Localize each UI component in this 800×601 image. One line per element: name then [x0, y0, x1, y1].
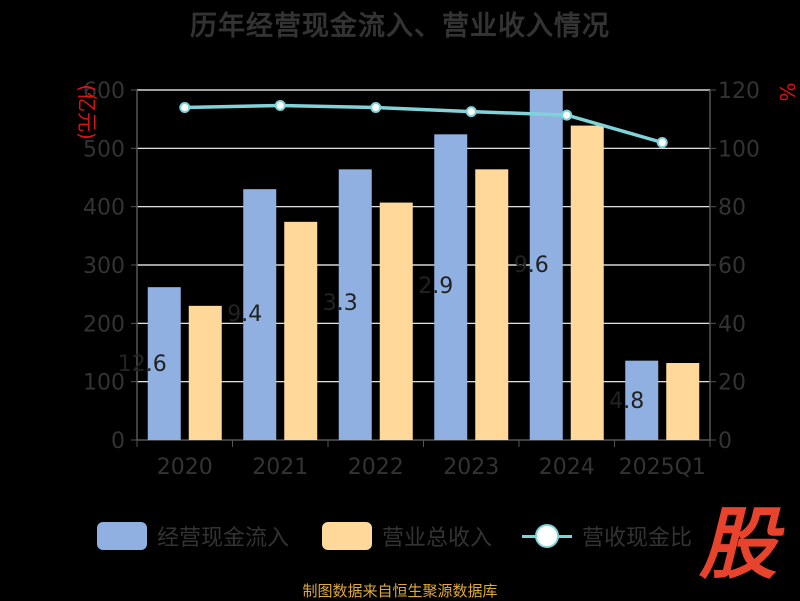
line-point-ratio [370, 102, 382, 113]
footer-source: 制图数据来自恒生聚源数据库 [302, 582, 498, 600]
data-label: 9.6 [514, 253, 549, 278]
bar-revenue [570, 125, 604, 440]
legend-label-cash-inflow: 经营现金流入 [157, 526, 290, 551]
y-right-tick-label: 80 [718, 196, 746, 221]
y-right-tick-label: 20 [718, 371, 746, 396]
line-point-ratio [656, 137, 668, 148]
bar-cash-inflow [338, 169, 372, 441]
legend-item-revenue[interactable]: 营业总收入 [322, 516, 492, 556]
y-left-tick-label: 400 [83, 196, 125, 221]
legend-label-ratio: 营收现金比 [582, 526, 693, 551]
y-left-tick-label: 500 [83, 137, 125, 162]
y-left-tick-label: 200 [83, 312, 125, 337]
line-point-ratio [179, 102, 191, 113]
data-label: 4.8 [609, 389, 644, 414]
x-tick-label: 2023 [443, 455, 499, 480]
legend-swatch-ratio [522, 522, 572, 550]
line-point-ratio [465, 106, 477, 118]
bar-cash-inflow [243, 189, 277, 440]
y-right-tick-label: 120 [718, 79, 760, 104]
legend-swatch-cash-inflow [97, 522, 147, 550]
y-right-tick-label: 100 [718, 137, 760, 162]
x-tick-label: 2020 [157, 455, 213, 480]
data-label: 3.3 [323, 291, 358, 316]
y-left-axis-title: (亿元) [75, 84, 99, 140]
x-tick-label: 2022 [348, 455, 404, 480]
y-left-tick-label: 0 [111, 429, 125, 454]
y-left-tick-label: 300 [83, 254, 125, 279]
brand-logo: 股 [698, 500, 777, 590]
line-point-ratio [561, 109, 573, 121]
x-tick-label: 2024 [539, 455, 595, 480]
data-label: 9.4 [227, 302, 262, 327]
line-ratio [184, 103, 663, 145]
bar-revenue [666, 363, 700, 440]
legend-swatch-revenue [322, 522, 372, 550]
bar-cash-inflow [529, 90, 563, 440]
bar-revenue [188, 305, 222, 440]
line-point-ratio [274, 99, 286, 111]
y-left-tick-label: 100 [83, 371, 125, 396]
x-tick-label: 2025Q1 [619, 455, 706, 480]
y-right-tick-label: 60 [718, 254, 746, 279]
legend: 经营现金流入 营业总收入 营收现金比 [0, 516, 800, 556]
x-tick-label: 2021 [252, 455, 308, 480]
data-label: 12.6 [118, 352, 167, 377]
bar-revenue [284, 221, 318, 440]
legend-item-cash-inflow[interactable]: 经营现金流入 [97, 516, 289, 556]
bar-revenue [379, 202, 413, 440]
bar-cash-inflow [147, 287, 181, 440]
chart-title: 历年经营现金流入、营业收入情况 [190, 11, 610, 42]
y-left-tick-label: 600 [83, 79, 125, 104]
bar-cash-inflow [434, 134, 468, 441]
bar-revenue [475, 169, 509, 441]
y-right-axis-title: % [775, 82, 799, 101]
data-label: 2.9 [418, 274, 453, 299]
bar-cash-inflow [625, 360, 659, 440]
legend-item-ratio[interactable]: 营收现金比 [522, 516, 692, 556]
y-right-tick-label: 40 [718, 312, 746, 337]
legend-label-revenue: 营业总收入 [382, 526, 493, 551]
y-right-tick-label: 0 [718, 429, 732, 454]
